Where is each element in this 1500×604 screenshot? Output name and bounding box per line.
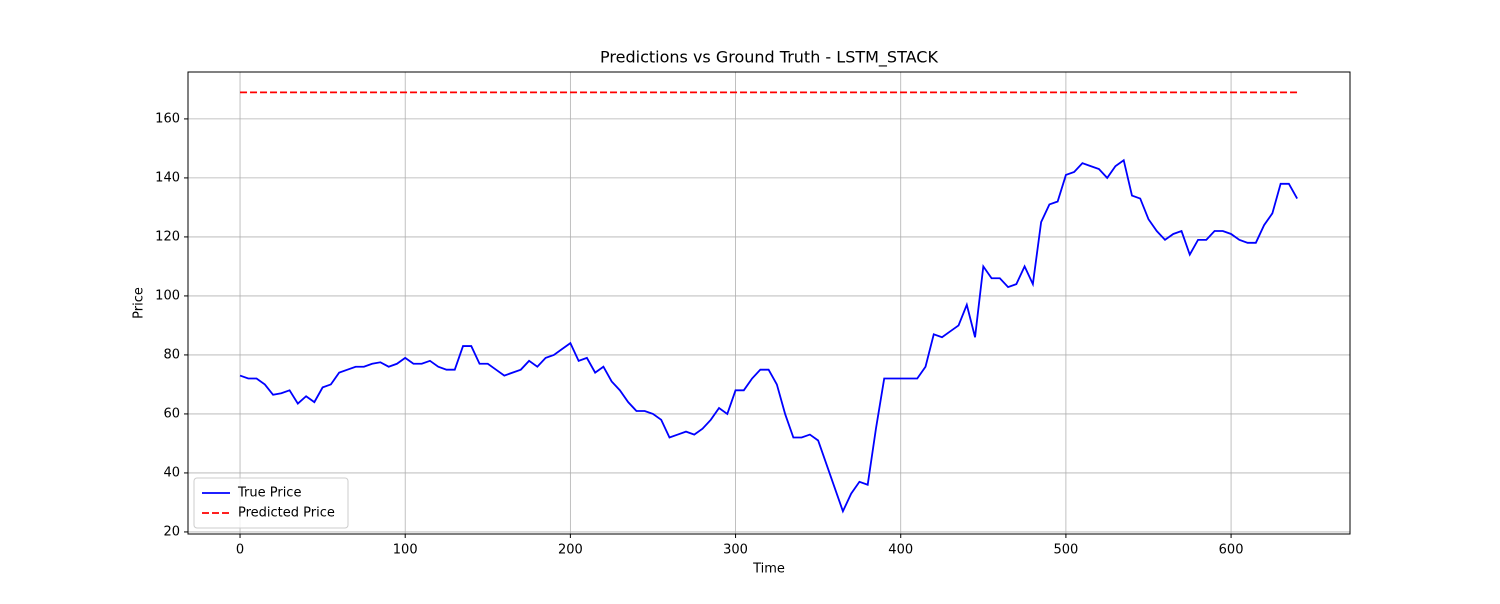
x-tick-label: 100 — [393, 543, 418, 558]
legend-box — [193, 477, 349, 529]
y-tick-label: 60 — [163, 406, 180, 421]
y-axis-label: Price — [132, 287, 147, 319]
y-tick-label: 100 — [155, 288, 180, 303]
x-tick-label: 200 — [558, 543, 583, 558]
y-tick-label: 160 — [155, 111, 180, 126]
series-line — [239, 158, 1298, 514]
x-tick-label: 300 — [723, 543, 748, 558]
y-tick-label: 140 — [155, 170, 180, 185]
y-tick-label: 80 — [163, 347, 180, 362]
legend-label: Predicted Price — [238, 506, 335, 521]
legend-label: True Price — [237, 486, 301, 501]
x-tick-label: 500 — [1053, 543, 1078, 558]
chart-title: Predictions vs Ground Truth - LSTM_STACK — [600, 48, 938, 68]
x-tick-label: 600 — [1219, 543, 1244, 558]
x-tick-label: 400 — [888, 543, 913, 558]
plot-frame — [187, 71, 1351, 535]
x-axis-label: Time — [752, 562, 785, 577]
y-tick-label: 40 — [163, 465, 180, 480]
y-tick-label: 20 — [163, 524, 180, 539]
y-tick-label: 120 — [155, 229, 180, 244]
x-tick-label: 0 — [236, 543, 244, 558]
